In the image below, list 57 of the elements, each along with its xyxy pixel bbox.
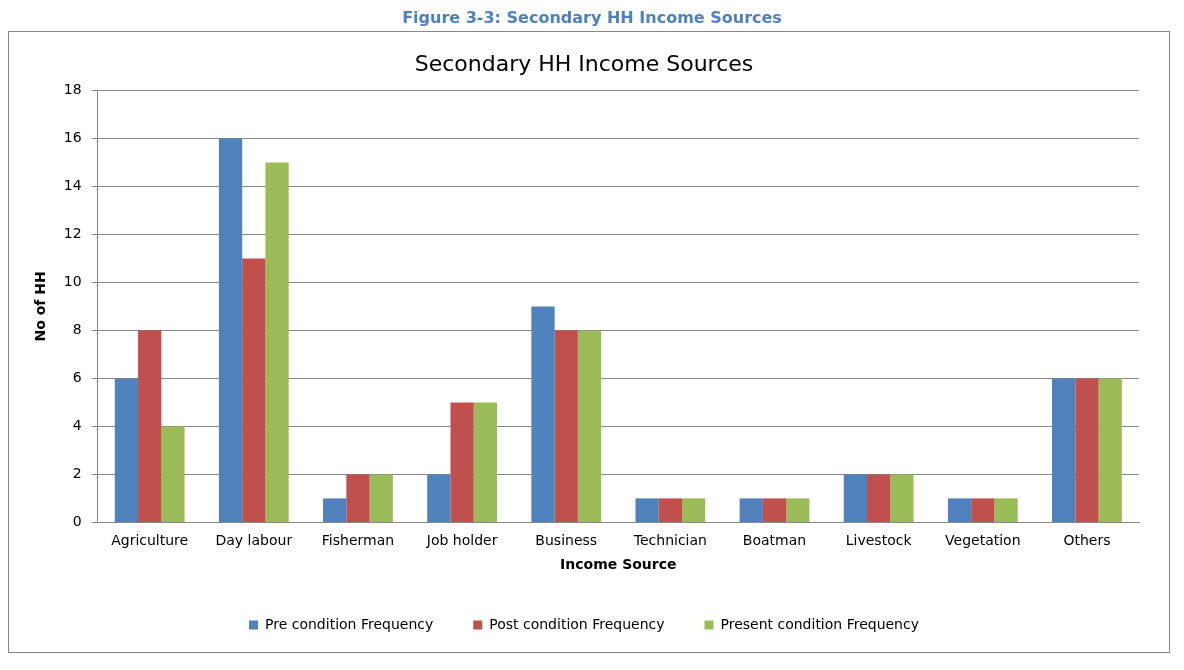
bar xyxy=(427,474,451,522)
y-tick-label: 12 xyxy=(63,225,82,242)
x-tick-label: Job holder xyxy=(425,532,498,549)
legend-label: Post condition Frequency xyxy=(489,615,665,632)
chart-title: Secondary HH Income Sources xyxy=(414,50,754,76)
bar xyxy=(682,498,706,522)
x-tick-label: Agriculture xyxy=(111,532,189,549)
bar xyxy=(890,474,914,522)
bar xyxy=(554,330,578,522)
bar xyxy=(138,330,162,522)
y-tick-label: 4 xyxy=(72,417,82,434)
legend-label: Pre condition Frequency xyxy=(265,615,434,632)
bar xyxy=(1075,378,1099,522)
y-tick-label: 18 xyxy=(63,81,82,98)
bar xyxy=(739,498,763,522)
x-tick-label: Business xyxy=(535,532,598,549)
bar xyxy=(369,474,393,522)
bar xyxy=(161,426,185,522)
y-tick-label: 14 xyxy=(63,177,82,194)
bar xyxy=(473,402,497,522)
bar xyxy=(971,498,995,522)
x-tick-label: Technician xyxy=(632,532,707,549)
bar xyxy=(323,498,347,522)
y-tick-label: 2 xyxy=(72,465,82,482)
y-tick-label: 16 xyxy=(63,129,82,146)
bar xyxy=(577,330,602,522)
bar xyxy=(635,498,659,522)
bar xyxy=(265,162,289,522)
bar xyxy=(994,498,1018,522)
x-axis-title: Income Source xyxy=(560,556,677,573)
y-tick-label: 10 xyxy=(63,273,82,290)
bar xyxy=(242,258,266,522)
bar xyxy=(346,474,370,522)
y-tick-label: 0 xyxy=(72,513,82,530)
x-tick-label: Livestock xyxy=(845,532,913,549)
bar xyxy=(947,498,972,522)
bar xyxy=(531,306,555,522)
bar xyxy=(786,498,810,522)
bar xyxy=(762,498,787,522)
bar xyxy=(450,402,474,522)
bar xyxy=(1052,378,1076,522)
caption: Figure 3-3: Secondary HH Income Sources xyxy=(401,8,783,27)
bar xyxy=(114,378,139,522)
bar xyxy=(658,498,683,522)
bar xyxy=(1098,378,1122,522)
y-axis-title: No of HH xyxy=(32,271,49,342)
legend-label: Present condition Frequency xyxy=(720,615,919,632)
bar xyxy=(843,474,868,522)
x-tick-label: Others xyxy=(1063,532,1111,549)
x-tick-label: Day labour xyxy=(215,532,293,549)
bar xyxy=(218,138,243,522)
x-tick-label: Fisherman xyxy=(321,532,395,549)
y-tick-label: 6 xyxy=(72,369,82,386)
x-tick-label: Boatman xyxy=(742,532,807,549)
x-tick-label: Vegetation xyxy=(945,532,1021,549)
bar xyxy=(867,474,891,522)
y-tick-label: 8 xyxy=(72,321,82,338)
